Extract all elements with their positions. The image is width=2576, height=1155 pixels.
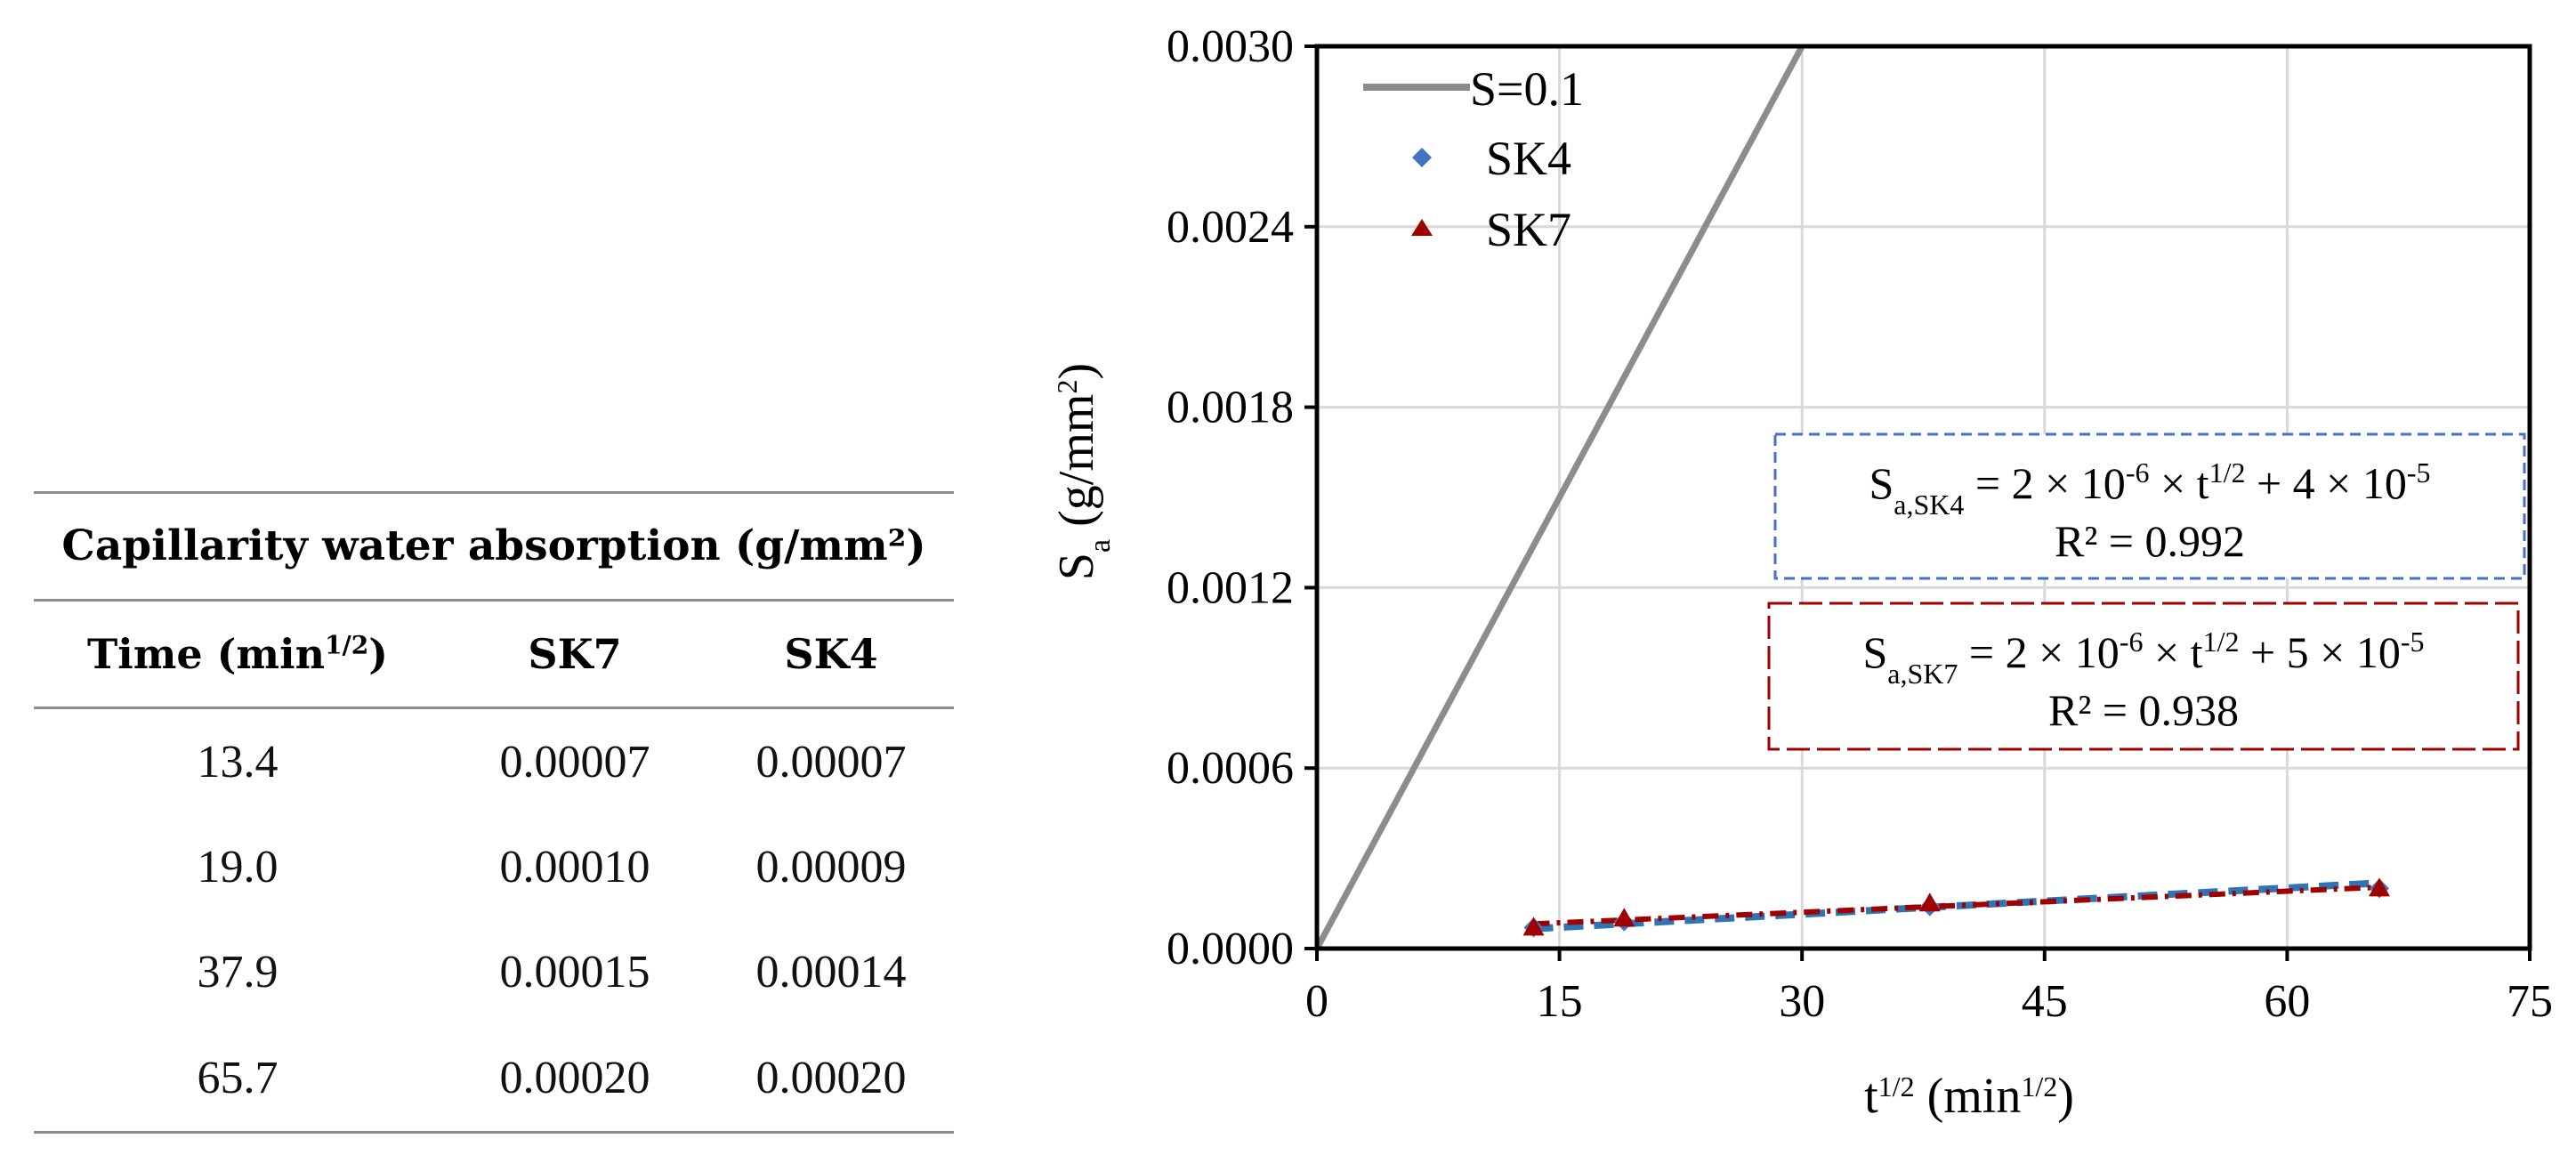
sk7-point	[1613, 908, 1635, 927]
cell-sk4: 0.00020	[755, 1052, 907, 1103]
cell-sk7: 0.00007	[499, 736, 650, 788]
legend: S=0.1 SK4 SK7	[1363, 62, 1584, 256]
trendline-sk7	[1533, 884, 2380, 927]
table-header-row: Time (min1/2) SK7 SK4	[34, 602, 954, 707]
legend-label: S=0.1	[1470, 62, 1584, 116]
y-axis-label-close: )	[1049, 363, 1104, 380]
table-top-rule	[34, 491, 954, 494]
equation-box-frame	[1773, 432, 2526, 580]
table-row: 19.0 0.00010 0.00009	[34, 814, 954, 919]
equation-box-sk7: Sa,SK7 = 2 × 10-6 × t1/2 + 5 × 10-5 R² =…	[1767, 602, 2520, 751]
header-time-close: )	[368, 630, 388, 678]
y-axis-label-base: S	[1049, 553, 1104, 580]
eq-exp: -5	[2401, 626, 2425, 658]
eq-plus: + 5 × 10	[2239, 627, 2400, 677]
x-axis-label-unit-sup: 1/2	[2021, 1070, 2057, 1102]
table-row: 37.9 0.00015 0.00014	[34, 919, 954, 1024]
eq-s: S	[1862, 627, 1887, 677]
series	[1313, 44, 2390, 950]
cell-sk4: 0.00014	[755, 946, 907, 998]
cell-time: 65.7	[197, 1052, 279, 1103]
equation-sk7: Sa,SK7 = 2 × 10-6 × t1/2 + 5 × 10-5	[1862, 626, 2424, 690]
cell-sk4: 0.00007	[755, 736, 907, 788]
table-bottom-rule	[34, 1131, 954, 1134]
eq-sub: a,SK4	[1894, 489, 1964, 521]
series-line	[1313, 44, 1805, 950]
y-tick-label: 0.0012	[1167, 562, 1294, 613]
eq-exp: 1/2	[2203, 626, 2240, 658]
x-tick-label: 0	[1305, 976, 1328, 1027]
x-tick-label: 30	[1779, 976, 1825, 1027]
r-squared-sk4: R² = 0.992	[2055, 516, 2245, 566]
header-time-sup: 1/2	[325, 630, 369, 660]
r-squared-sk7: R² = 0.938	[2048, 685, 2239, 735]
x-tick-label: 75	[2507, 976, 2553, 1027]
y-axis-label-unit-sup: 2	[1051, 380, 1083, 394]
x-tick-label: 15	[1537, 976, 1583, 1027]
cell-time: 13.4	[197, 736, 279, 788]
equation-sk4: Sa,SK4 = 2 × 10-6 × t1/2 + 4 × 10-5	[1869, 456, 2430, 521]
eq-exp: 1/2	[2209, 456, 2246, 489]
triangle-icon	[1411, 219, 1433, 236]
x-axis-label-sup: 1/2	[1878, 1070, 1915, 1102]
sk7-point	[1522, 917, 1545, 936]
equation-box-frame	[1767, 602, 2520, 751]
cell-sk7: 0.00015	[499, 946, 650, 998]
diamond-icon	[1412, 148, 1432, 167]
legend-label: SK7	[1486, 203, 1571, 256]
table-header-rule	[34, 707, 954, 709]
sk7-point	[1918, 892, 1941, 912]
tick-labels: 0 15 30 45 60 75 0.0000 0.0006 0.0012 0.0018 0.002…	[1167, 21, 2553, 1027]
absorption-table: Capillarity water absorption (g/mm²) Tim…	[34, 491, 954, 1134]
y-tick-label: 0.0006	[1167, 743, 1294, 794]
header-sk7: SK7	[528, 630, 622, 678]
x-axis-label-base: t	[1864, 1069, 1878, 1124]
plot-frame	[1314, 44, 2532, 951]
header-time-label: Time (min	[87, 630, 326, 678]
y-tick-label: 0.0018	[1167, 383, 1294, 433]
table-row: 65.7 0.00020 0.00020	[34, 1024, 954, 1131]
y-axis-label: Sa (g/mm2)	[1049, 363, 1117, 580]
y-tick-label: 0.0024	[1167, 202, 1294, 253]
eq-t: × t	[2149, 458, 2209, 508]
y-tick-label: 0.0000	[1167, 924, 1294, 974]
x-axis-label-close: )	[2057, 1069, 2074, 1124]
table-row: 13.4 0.00007 0.00007	[34, 709, 954, 814]
x-axis-label: t1/2 (min1/2)	[1864, 1069, 2074, 1124]
eq-plus: + 4 × 10	[2245, 458, 2406, 508]
cell-time: 37.9	[197, 946, 279, 998]
legend-item-sk4: SK4	[1412, 132, 1571, 185]
legend-label: SK4	[1486, 132, 1571, 185]
trendlines	[1533, 879, 2380, 933]
eq-s: S	[1869, 458, 1894, 508]
eq-exp: -6	[2120, 626, 2144, 658]
cell-sk7: 0.00010	[499, 841, 650, 892]
eq-exp: -5	[2407, 456, 2431, 489]
cell-time: 19.0	[197, 841, 279, 892]
y-tick-label: 0.0030	[1167, 21, 1294, 72]
header-sk4: SK4	[784, 630, 878, 678]
equation-box-sk4: Sa,SK4 = 2 × 10-6 × t1/2 + 4 × 10-5 R² =…	[1773, 432, 2526, 580]
table-title: Capillarity water absorption (g/mm²)	[61, 521, 926, 570]
eq-mid: = 2 × 10	[1958, 627, 2119, 677]
eq-mid: = 2 × 10	[1964, 458, 2125, 508]
y-axis-label-unit: (g/mm	[1049, 394, 1104, 539]
sk7-point	[2368, 877, 2390, 897]
x-tick-label: 60	[2264, 976, 2310, 1027]
y-axis-label-sub: a	[1084, 539, 1117, 553]
cell-sk4: 0.00009	[755, 841, 907, 892]
eq-t: × t	[2143, 627, 2202, 677]
eq-sub: a,SK7	[1887, 658, 1958, 690]
x-axis-label-unit: (min	[1915, 1069, 2022, 1124]
table-title-rule	[34, 599, 954, 602]
legend-item-line: S=0.1	[1363, 62, 1584, 116]
header-time: Time (min1/2)	[34, 630, 441, 678]
x-tick-label: 45	[2022, 976, 2068, 1027]
legend-item-sk7: SK7	[1411, 203, 1571, 256]
eq-exp: -6	[2126, 456, 2150, 489]
trendline-sk4	[1533, 879, 2380, 933]
cell-sk7: 0.00020	[499, 1052, 650, 1103]
